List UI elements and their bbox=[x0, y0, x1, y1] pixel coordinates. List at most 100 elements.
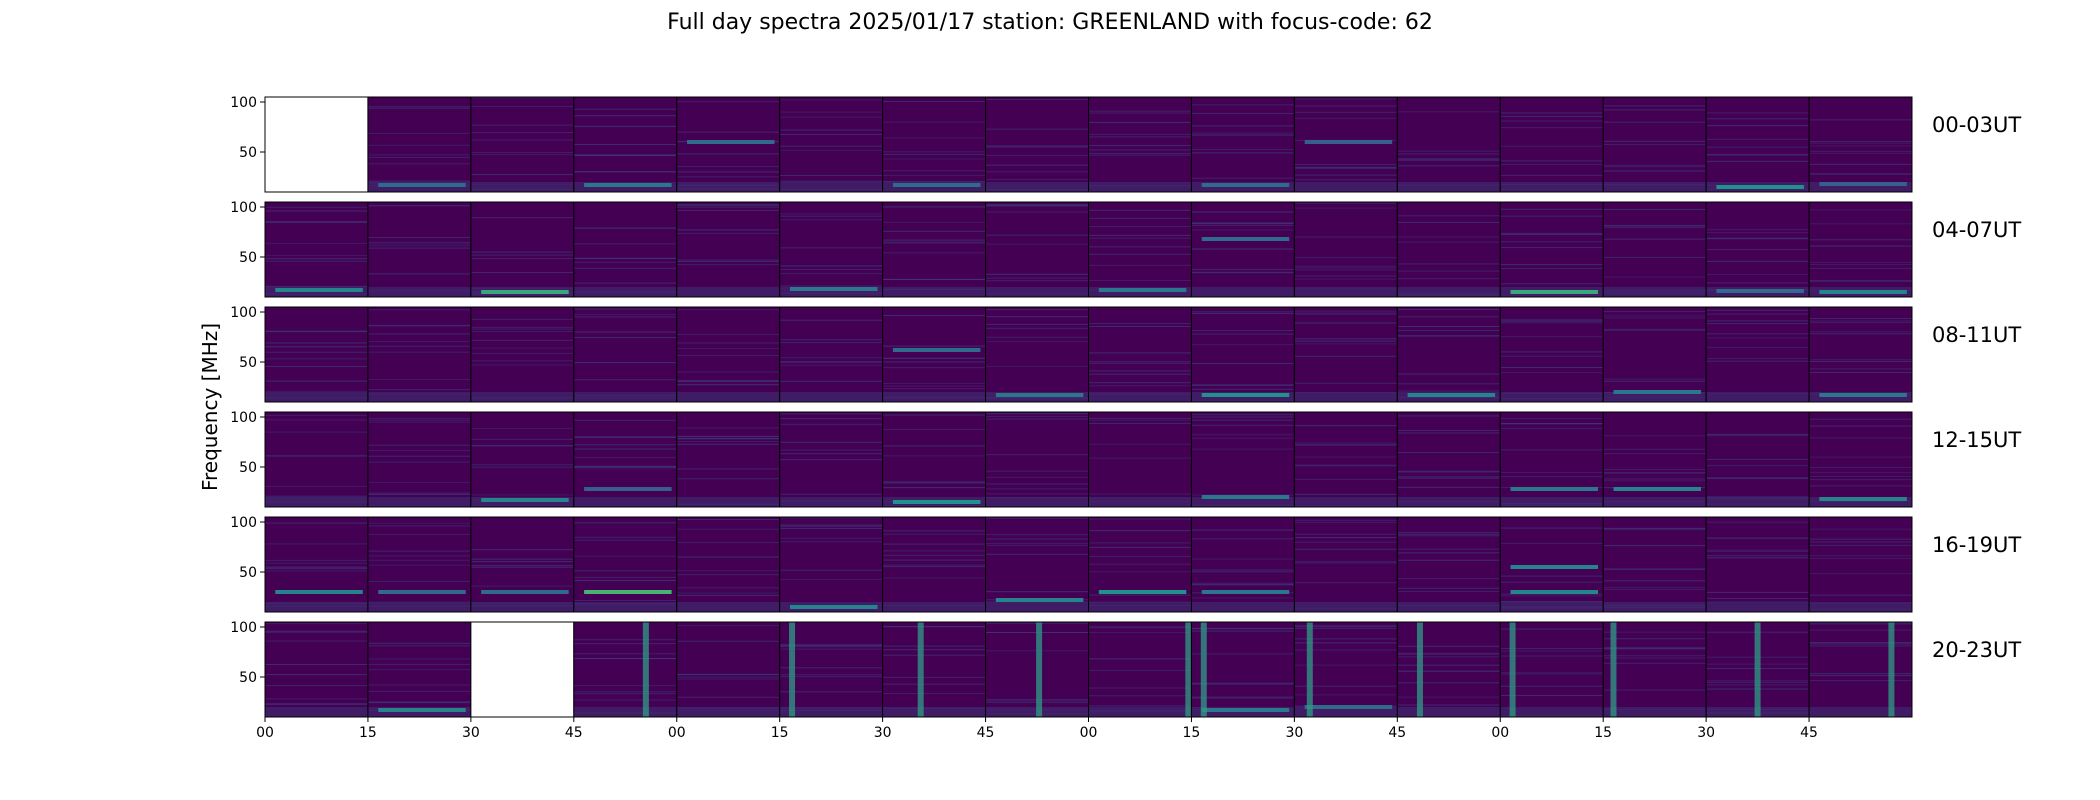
spectrum-panel bbox=[1603, 412, 1707, 507]
panel-frame bbox=[1808, 516, 1913, 613]
spectrum-panel bbox=[1294, 97, 1398, 192]
spectrum-panel bbox=[985, 412, 1089, 507]
spectral-band bbox=[1201, 708, 1290, 712]
spectral-band bbox=[1201, 495, 1290, 499]
y-tick-label: 100 bbox=[230, 305, 257, 321]
burst-line bbox=[917, 622, 924, 717]
spectral-band bbox=[789, 605, 878, 609]
spectrum-panel bbox=[882, 517, 986, 612]
spectrum-panel bbox=[470, 202, 574, 297]
spectrum-panel bbox=[1500, 97, 1604, 192]
y-tick-label: 100 bbox=[230, 410, 257, 426]
spectrum-panel bbox=[1500, 412, 1604, 507]
spectrum-panel bbox=[1088, 202, 1192, 297]
spectrum-panel bbox=[1088, 307, 1192, 402]
panel-frame bbox=[1808, 201, 1913, 298]
missing-panel bbox=[265, 97, 368, 192]
x-tick-label: 45 bbox=[977, 725, 995, 741]
spectra-row: 50 100 04-07UT bbox=[230, 200, 2021, 298]
spectral-band bbox=[892, 348, 981, 352]
spectrum-panel bbox=[779, 97, 883, 192]
spectrum-panel bbox=[1603, 307, 1707, 402]
spectrum-panel bbox=[676, 97, 780, 192]
spectrum-panel bbox=[1397, 307, 1501, 402]
x-tick-label: 15 bbox=[1594, 725, 1612, 741]
spectral-band bbox=[1819, 290, 1907, 294]
spectrum-panel bbox=[1294, 307, 1398, 402]
x-tick-label: 45 bbox=[1388, 725, 1406, 741]
burst-line bbox=[642, 622, 649, 717]
spectral-band bbox=[1510, 590, 1599, 594]
spectrum-panel bbox=[1706, 97, 1810, 192]
spectral-band bbox=[481, 590, 569, 594]
spectral-band bbox=[1716, 185, 1804, 189]
row-label: 08-11UT bbox=[1932, 323, 2021, 347]
spectrum-panel bbox=[1191, 97, 1295, 192]
burst-line bbox=[1185, 622, 1192, 717]
spectral-band bbox=[1510, 290, 1599, 294]
spectrum-panel bbox=[779, 202, 883, 297]
y-tick-label: 100 bbox=[230, 95, 257, 111]
spectrum-panel bbox=[1809, 97, 1912, 192]
spectral-band bbox=[1510, 487, 1599, 491]
spectral-band bbox=[1304, 705, 1393, 709]
x-tick-label: 00 bbox=[1491, 725, 1509, 741]
spectrum-panel bbox=[1397, 97, 1501, 192]
spectrum-panel bbox=[265, 622, 368, 717]
spectra-row: 50 100 00-03UT bbox=[230, 95, 2021, 193]
spectral-band bbox=[1201, 237, 1290, 241]
x-tick-label: 00 bbox=[668, 725, 686, 741]
panel-frame bbox=[1808, 621, 1913, 718]
burst-line bbox=[1509, 622, 1516, 717]
spectrum-panel bbox=[573, 202, 677, 297]
x-tick-label: 45 bbox=[1800, 725, 1818, 741]
spectrum-panel bbox=[470, 97, 574, 192]
spectra-row: 50 100 16-19UT bbox=[230, 515, 2021, 613]
spectrum-panel bbox=[882, 97, 986, 192]
spectral-band bbox=[1304, 140, 1393, 144]
y-tick-label: 50 bbox=[239, 670, 257, 686]
y-tick-label: 100 bbox=[230, 515, 257, 531]
x-tick-label: 15 bbox=[359, 725, 377, 741]
spectrum-panel bbox=[1809, 517, 1912, 612]
spectral-band bbox=[1098, 288, 1187, 292]
spectrum-panel bbox=[985, 202, 1089, 297]
spectrum-panel bbox=[676, 517, 780, 612]
spectral-band bbox=[1819, 497, 1907, 501]
missing-panel bbox=[470, 622, 574, 717]
x-tick-label: 45 bbox=[565, 725, 583, 741]
spectrum-panel bbox=[1500, 517, 1604, 612]
spectrum-panel bbox=[265, 307, 368, 402]
spectrum-panel bbox=[1397, 412, 1501, 507]
x-tick-label: 30 bbox=[1697, 725, 1715, 741]
spectral-band bbox=[378, 708, 466, 712]
spectrum-panel bbox=[676, 307, 780, 402]
spectrum-panel bbox=[1809, 202, 1912, 297]
spectral-band bbox=[1819, 393, 1907, 397]
spectrum-panel bbox=[367, 97, 471, 192]
spectrum-panel bbox=[265, 517, 368, 612]
spectrum-panel bbox=[573, 307, 677, 402]
spectral-band bbox=[1716, 289, 1804, 293]
y-tick-label: 50 bbox=[239, 460, 257, 476]
spectrum-panel bbox=[882, 412, 986, 507]
panel-frame bbox=[1808, 96, 1913, 193]
burst-line bbox=[1200, 622, 1207, 717]
spectrum-panel bbox=[985, 97, 1089, 192]
spectrum-panel bbox=[367, 412, 471, 507]
spectrum-panel bbox=[573, 517, 677, 612]
spectral-band bbox=[1201, 393, 1290, 397]
spectrum-panel bbox=[1294, 202, 1398, 297]
x-tick-label: 15 bbox=[771, 725, 789, 741]
spectrum-panel bbox=[779, 622, 883, 717]
row-label: 16-19UT bbox=[1932, 533, 2021, 557]
spectral-band bbox=[892, 500, 981, 504]
spectral-band bbox=[1201, 590, 1290, 594]
spectral-band bbox=[584, 183, 672, 187]
spectrum-panel bbox=[779, 517, 883, 612]
x-tick-label: 30 bbox=[874, 725, 892, 741]
spectral-band bbox=[481, 290, 569, 294]
y-tick-label: 50 bbox=[239, 250, 257, 266]
